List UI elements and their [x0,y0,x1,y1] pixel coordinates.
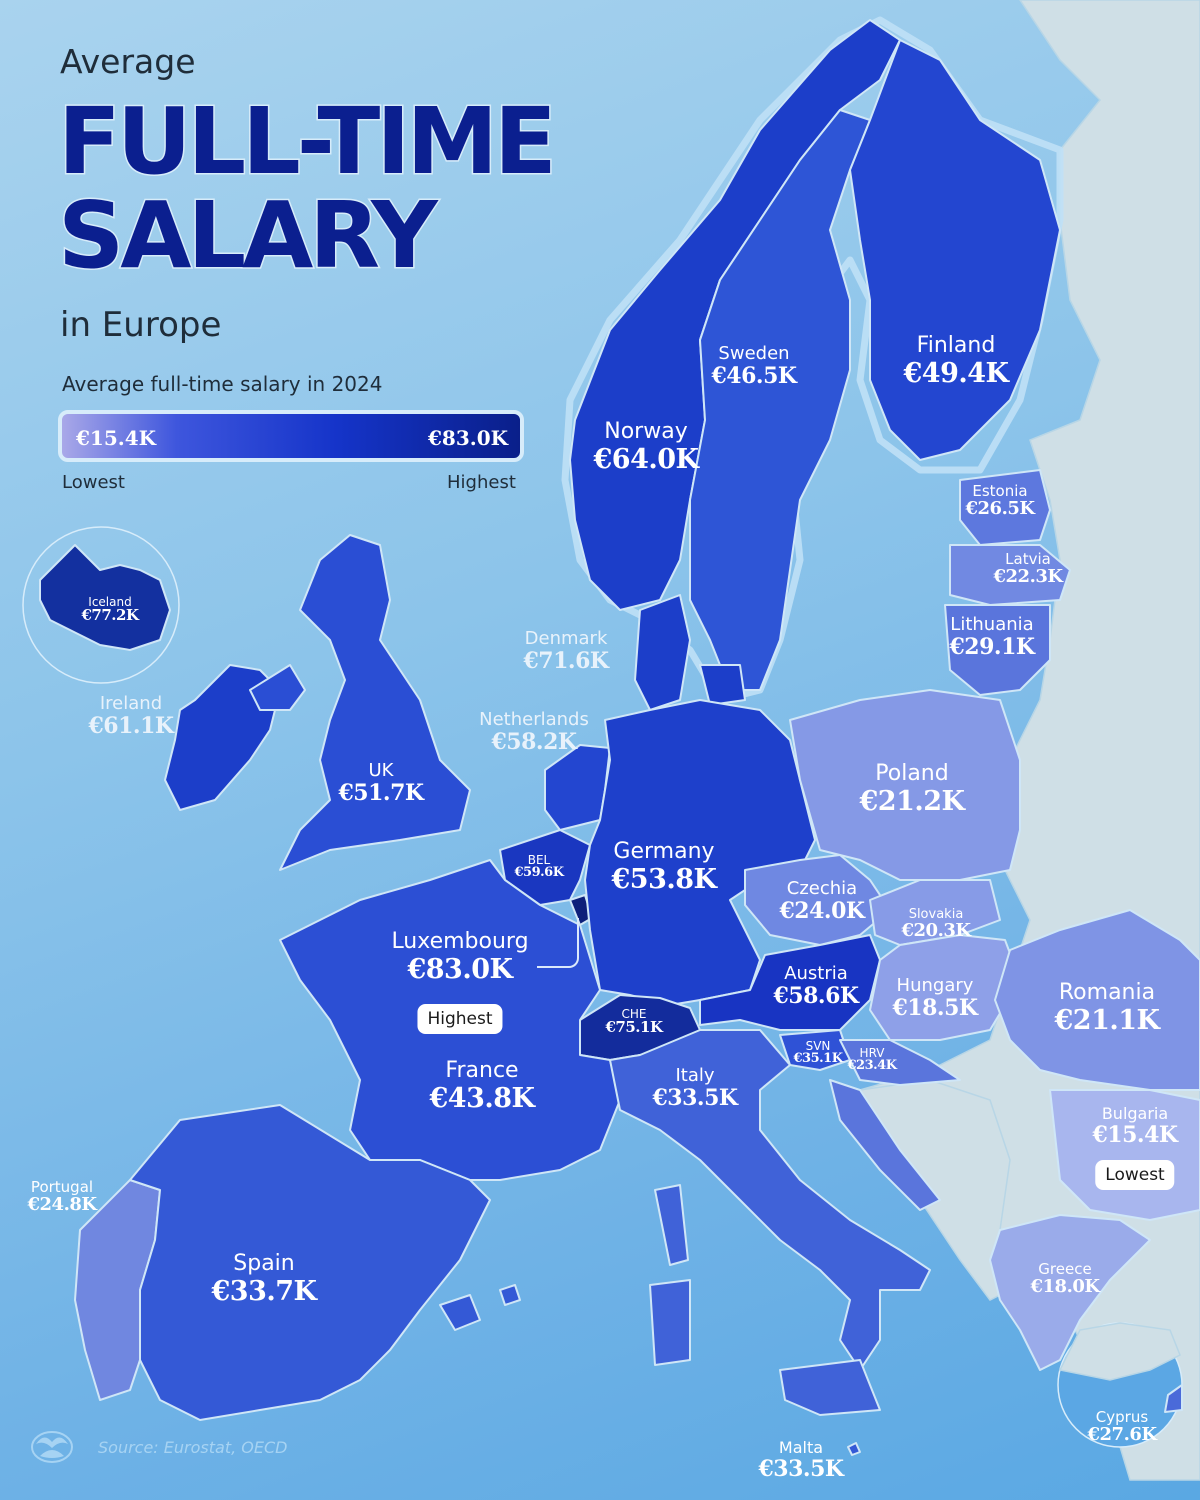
source-note: Source: Eurostat, OECD [98,1438,288,1457]
label-switzerland: CHE €75.1K [605,1007,663,1036]
country-germany [584,699,816,1006]
label-lithuania: Lithuania €29.1K [949,614,1035,660]
title-line-3: SALARY [57,182,440,289]
label-latvia: Latvia €22.3K [993,550,1063,587]
iceland-inset-circle [22,526,180,684]
label-hungary: Hungary €18.5K [892,975,978,1021]
label-norway: Norway €64.0K [593,419,699,475]
country-italy-islands [649,1184,881,1416]
legend-max-label: Highest [447,472,516,493]
country-finland [849,39,1061,461]
country-iceland [39,544,171,651]
label-slovenia: SVN €35.1K [793,1039,843,1066]
country-romania [994,909,1200,1091]
label-cyprus: Cyprus €27.6K [1087,1408,1157,1445]
country-malta [847,1442,861,1456]
publisher-logo-icon [31,1431,73,1463]
label-uk: UK €51.7K [338,760,424,806]
country-croatia [829,1039,961,1211]
country-italy [609,1029,931,1371]
country-uk [249,534,471,871]
label-iceland: Iceland €77.2K [81,595,139,624]
title-line-2: FULL-TIME [57,88,559,195]
country-greece [989,1214,1151,1371]
label-slovakia: Slovakia €20.3K [901,907,971,941]
label-portugal: Portugal €24.8K [27,1178,97,1215]
country-lithuania [944,604,1051,696]
legend-max-value: €83.0K [427,426,508,450]
legend-title: Average full-time salary in 2024 [62,372,383,396]
country-ireland [164,664,281,811]
country-latvia [949,544,1071,606]
label-spain: Spain €33.7K [211,1251,317,1307]
label-france: France €43.8K [429,1058,535,1114]
label-sweden: Sweden €46.5K [711,343,797,389]
country-slovenia [779,1029,851,1071]
label-austria: Austria €58.6K [773,963,859,1009]
label-estonia: Estonia €26.5K [965,482,1035,519]
luxembourg-leader-line [537,918,579,968]
label-greece: Greece €18.0K [1030,1260,1100,1297]
legend-gradient-bar: €15.4K €83.0K [58,410,524,462]
label-netherlands: Netherlands €58.2K [479,709,589,755]
label-czechia: Czechia €24.0K [779,878,865,924]
label-bulgaria: Bulgaria €15.4K [1092,1104,1178,1148]
land-nondata-turkey-inset [1058,1322,1181,1381]
country-cyprus [1164,1384,1183,1413]
country-denmark [634,594,746,711]
label-croatia: HRV €23.4K [847,1046,897,1073]
label-finland: Finland €49.4K [903,333,1009,389]
country-slovakia [869,879,1001,946]
country-sweden [689,109,871,691]
label-ireland: Ireland €61.1K [88,693,174,739]
label-luxembourg: Luxembourg €83.0K [391,929,529,985]
label-denmark: Denmark €71.6K [523,628,609,674]
country-poland [789,689,1021,881]
legend-min-value: €15.4K [76,426,157,450]
label-poland: Poland €21.2K [859,761,965,817]
legend-min-label: Lowest [62,472,125,493]
label-romania: Romania €21.1K [1054,980,1160,1036]
title-line-1: Average [60,42,196,81]
label-italy: Italy €33.5K [652,1065,738,1111]
label-belgium: BEL €59.6K [514,853,564,880]
badge-highest: Highest [417,1004,503,1034]
country-spain [129,1104,491,1421]
label-germany: Germany €53.8K [611,839,717,895]
badge-lowest: Lowest [1095,1160,1175,1190]
title-line-4: in Europe [60,305,222,345]
country-estonia [959,469,1051,546]
label-malta: Malta €33.5K [758,1438,844,1482]
country-spain-islands [439,1284,521,1331]
